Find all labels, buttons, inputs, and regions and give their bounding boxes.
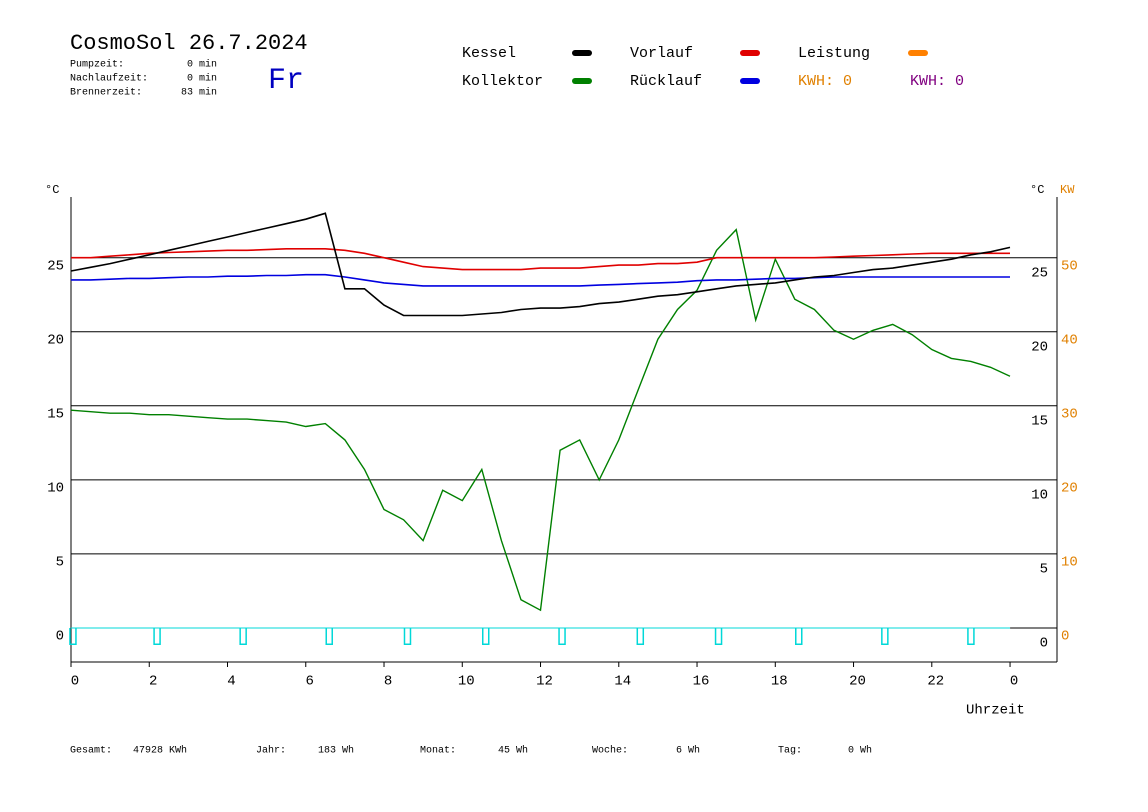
x-tick-label: 18: [771, 674, 788, 690]
pump-pulse: [795, 627, 803, 645]
pump-pulse: [481, 627, 490, 645]
total-label: Woche:: [592, 745, 628, 757]
y-tick-label-right: 5: [1040, 562, 1048, 578]
series-line: [71, 273, 1010, 287]
legend-label: Vorlauf: [630, 45, 693, 62]
y2-tick-label: 20: [1061, 481, 1078, 497]
total-label: Monat:: [420, 746, 456, 757]
total-label: Gesamt:: [70, 746, 112, 757]
x-axis-label: Uhrzeit: [966, 703, 1025, 719]
total-label: Jahr:: [256, 745, 286, 757]
energy-label: KWH: 0: [910, 73, 964, 90]
info-value: 83 min: [181, 87, 217, 99]
pump-pulse: [153, 627, 161, 645]
total-value: 47928 KWh: [133, 745, 187, 757]
x-tick-label: 14: [614, 674, 631, 690]
total-value: 6 Wh: [676, 745, 700, 757]
y-tick-label-right: 15: [1031, 414, 1048, 430]
y-tick-label: 5: [56, 555, 64, 571]
weekday: Fr: [268, 64, 304, 98]
y-tick-label-right: 20: [1031, 339, 1048, 355]
series-line: [70, 228, 1011, 612]
pump-pulse: [403, 627, 412, 645]
legend-label: Rücklauf: [630, 73, 702, 90]
info-label: Pumpzeit:: [70, 59, 124, 71]
info-label: Brennerzeit:: [70, 87, 142, 99]
total-value: 0 Wh: [848, 745, 872, 757]
y-tick-label: 0: [56, 629, 64, 645]
x-tick-label: 0: [1010, 674, 1018, 690]
y-tick-label: 10: [47, 481, 64, 497]
y-tick-label-right: 25: [1031, 265, 1048, 281]
info-value: 0 min: [187, 73, 217, 85]
y-tick-label-right: 10: [1031, 488, 1048, 504]
y-axis-label-right: °C: [1030, 183, 1044, 197]
series-line: [71, 248, 1010, 271]
y2-tick-label: 0: [1061, 629, 1069, 645]
x-tick-label: 6: [306, 674, 314, 690]
y-tick-label: 20: [47, 332, 64, 348]
x-tick-label: 0: [71, 674, 79, 690]
x-tick-label: 8: [384, 674, 392, 690]
y2-tick-label: 10: [1061, 555, 1078, 571]
total-value: 45 Wh: [498, 745, 528, 757]
x-tick-label: 10: [458, 674, 475, 690]
x-tick-label: 16: [693, 674, 710, 690]
pump-pulse: [967, 627, 975, 645]
y2-axis-label: KW: [1060, 183, 1075, 197]
legend-label: Kollektor: [462, 73, 543, 90]
pump-pulse: [558, 627, 566, 645]
y2-tick-label: 40: [1061, 332, 1078, 348]
total-label: Tag:: [778, 746, 802, 757]
chart-title: CosmoSol 26.7.2024: [70, 31, 308, 56]
y-tick-label-right: 0: [1040, 636, 1048, 652]
y-axis-label: °C: [45, 183, 59, 197]
series-line: [70, 212, 1011, 317]
info-label: Nachlaufzeit:: [70, 73, 148, 85]
x-tick-label: 20: [849, 674, 866, 690]
legend-label: Kessel: [462, 45, 516, 62]
info-value: 0 min: [187, 59, 217, 71]
x-tick-label: 2: [149, 674, 157, 690]
x-tick-label: 22: [927, 674, 944, 690]
y-tick-label: 25: [47, 258, 64, 274]
pump-pulse: [636, 627, 645, 645]
pump-pulse: [325, 627, 333, 645]
x-tick-label: 12: [536, 674, 553, 690]
pump-pulse: [69, 627, 77, 645]
pump-pulse: [239, 627, 247, 645]
energy-label: KWH: 0: [798, 73, 852, 90]
y-tick-label: 15: [47, 407, 64, 423]
pump-pulse: [881, 627, 889, 645]
x-tick-label: 4: [227, 674, 235, 690]
pump-pulse: [714, 627, 723, 645]
y2-tick-label: 50: [1061, 258, 1078, 274]
total-value: 183 Wh: [318, 745, 354, 757]
y2-tick-label: 30: [1061, 407, 1078, 423]
legend-label: Leistung: [798, 45, 870, 62]
